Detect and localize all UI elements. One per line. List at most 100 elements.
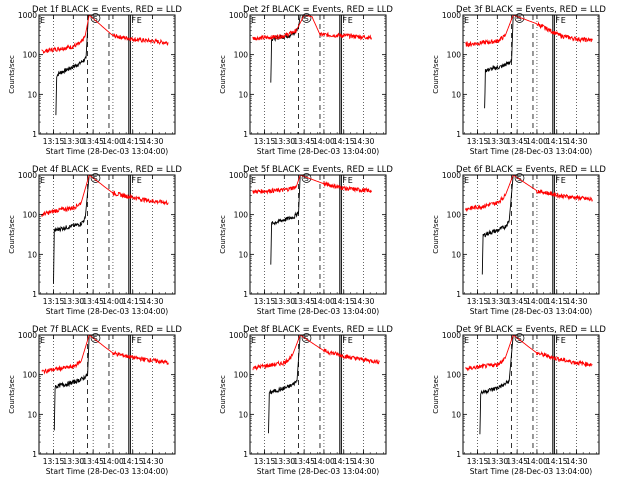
series-line-events <box>55 15 89 116</box>
x-tick-label: 13:45 <box>293 297 315 306</box>
saa-marker-label: S <box>93 175 98 183</box>
eclipse-marker-label: E <box>348 336 353 345</box>
saa-marker-label: S <box>93 335 98 343</box>
x-tick-label: 13:15 <box>43 457 65 466</box>
x-tick-label: 13:30 <box>63 457 85 466</box>
y-tick-label: 1000 <box>229 171 248 180</box>
x-tick-label: 13:30 <box>274 457 296 466</box>
series-line-events <box>268 335 301 434</box>
x-axis-label: Start Time (28-Dec-03 13:04:00) <box>257 467 379 476</box>
x-tick-label: 13:15 <box>467 457 489 466</box>
x-tick-label: 14:30 <box>353 457 375 466</box>
x-tick-label: 14:15 <box>546 137 568 146</box>
x-tick-label: 13:30 <box>63 297 85 306</box>
x-tick-label: 14:15 <box>333 137 355 146</box>
x-tick-label: 13:15 <box>43 137 65 146</box>
x-tick-label: 13:45 <box>82 137 104 146</box>
plot-frame <box>462 14 600 135</box>
y-tick-label: 100 <box>234 211 249 220</box>
y-tick-label: 1 <box>243 130 248 139</box>
eclipse-marker-label: E <box>464 176 469 185</box>
x-tick-label: 13:45 <box>506 457 528 466</box>
x-tick-label: 13:15 <box>43 297 65 306</box>
x-tick-label: 13:15 <box>467 137 489 146</box>
x-tick-label: 14:00 <box>526 297 548 306</box>
series-line-lld <box>465 175 593 213</box>
x-tick-label: 13:30 <box>487 457 509 466</box>
y-tick-label: 1000 <box>229 331 248 340</box>
x-tick-label: 14:30 <box>142 457 164 466</box>
y-tick-label: 1 <box>456 450 461 459</box>
saa-marker-label: S <box>93 15 98 23</box>
y-tick-label: 1000 <box>442 11 461 20</box>
y-axis-label: Counts/sec <box>432 375 440 414</box>
y-tick-label: 1000 <box>18 331 37 340</box>
eclipse-marker-label: E <box>464 336 469 345</box>
x-tick-label: 13:30 <box>274 297 296 306</box>
saa-circle-marker <box>514 13 525 23</box>
x-tick-label: 14:00 <box>526 457 548 466</box>
x-axis-label: Start Time (28-Dec-03 13:04:00) <box>257 307 379 316</box>
flare-marker-label: F <box>131 336 136 345</box>
saa-marker-label: S <box>304 175 309 183</box>
eclipse-marker-label: E <box>137 336 142 345</box>
subplot-title: Det 5f BLACK = Events, RED = LLD <box>243 165 393 175</box>
x-tick-label: 14:15 <box>122 137 144 146</box>
y-axis-label: Counts/sec <box>219 375 227 414</box>
x-tick-label: 14:00 <box>102 137 124 146</box>
series-line-lld <box>252 15 372 41</box>
x-tick-label: 14:15 <box>333 297 355 306</box>
x-tick-label: 14:15 <box>122 457 144 466</box>
plot-frame <box>462 174 600 295</box>
eclipse-marker-label: E <box>40 176 45 185</box>
series-line-events <box>479 335 514 435</box>
eclipse-marker-label: E <box>561 336 566 345</box>
x-tick-label: 13:30 <box>487 137 509 146</box>
eclipse-marker-label: E <box>40 16 45 25</box>
x-tick-label: 14:30 <box>566 137 588 146</box>
x-tick-label: 13:45 <box>293 137 315 146</box>
saa-circle-marker <box>301 173 312 183</box>
y-tick-label: 100 <box>447 211 462 220</box>
series-line-events <box>53 335 90 431</box>
flare-marker-label: F <box>342 336 347 345</box>
series-line-events <box>53 175 90 284</box>
x-tick-label: 13:30 <box>63 137 85 146</box>
subplot-title: Det 9f BLACK = Events, RED = LLD <box>456 325 606 335</box>
series-line-lld <box>41 335 169 375</box>
y-tick-label: 100 <box>447 371 462 380</box>
x-axis-label: Start Time (28-Dec-03 13:04:00) <box>46 307 168 316</box>
plot-frame <box>38 14 176 135</box>
saa-circle-marker <box>514 333 525 343</box>
eclipse-marker-label: E <box>561 16 566 25</box>
series-line-events <box>270 175 301 265</box>
x-tick-label: 14:15 <box>333 457 355 466</box>
x-tick-label: 13:45 <box>82 297 104 306</box>
x-tick-label: 14:30 <box>566 297 588 306</box>
y-axis-label: Counts/sec <box>8 215 16 254</box>
eclipse-marker-label: E <box>137 176 142 185</box>
x-tick-label: 14:00 <box>102 297 124 306</box>
eclipse-marker-label: E <box>251 16 256 25</box>
series-line-lld <box>252 175 372 195</box>
y-axis-label: Counts/sec <box>8 375 16 414</box>
plot-frame <box>249 334 387 455</box>
x-tick-label: 13:15 <box>254 137 276 146</box>
y-tick-label: 1 <box>456 130 461 139</box>
flare-marker-label: F <box>555 16 560 25</box>
x-tick-label: 13:15 <box>254 457 276 466</box>
subplot-title: Det 4f BLACK = Events, RED = LLD <box>32 165 182 175</box>
eclipse-marker-label: E <box>251 336 256 345</box>
x-tick-label: 14:00 <box>526 137 548 146</box>
x-axis-label: Start Time (28-Dec-03 13:04:00) <box>470 307 592 316</box>
saa-circle-marker <box>90 13 101 23</box>
y-tick-label: 10 <box>27 90 37 99</box>
flare-marker-label: F <box>131 176 136 185</box>
x-tick-label: 14:00 <box>102 457 124 466</box>
x-tick-label: 14:00 <box>313 457 335 466</box>
